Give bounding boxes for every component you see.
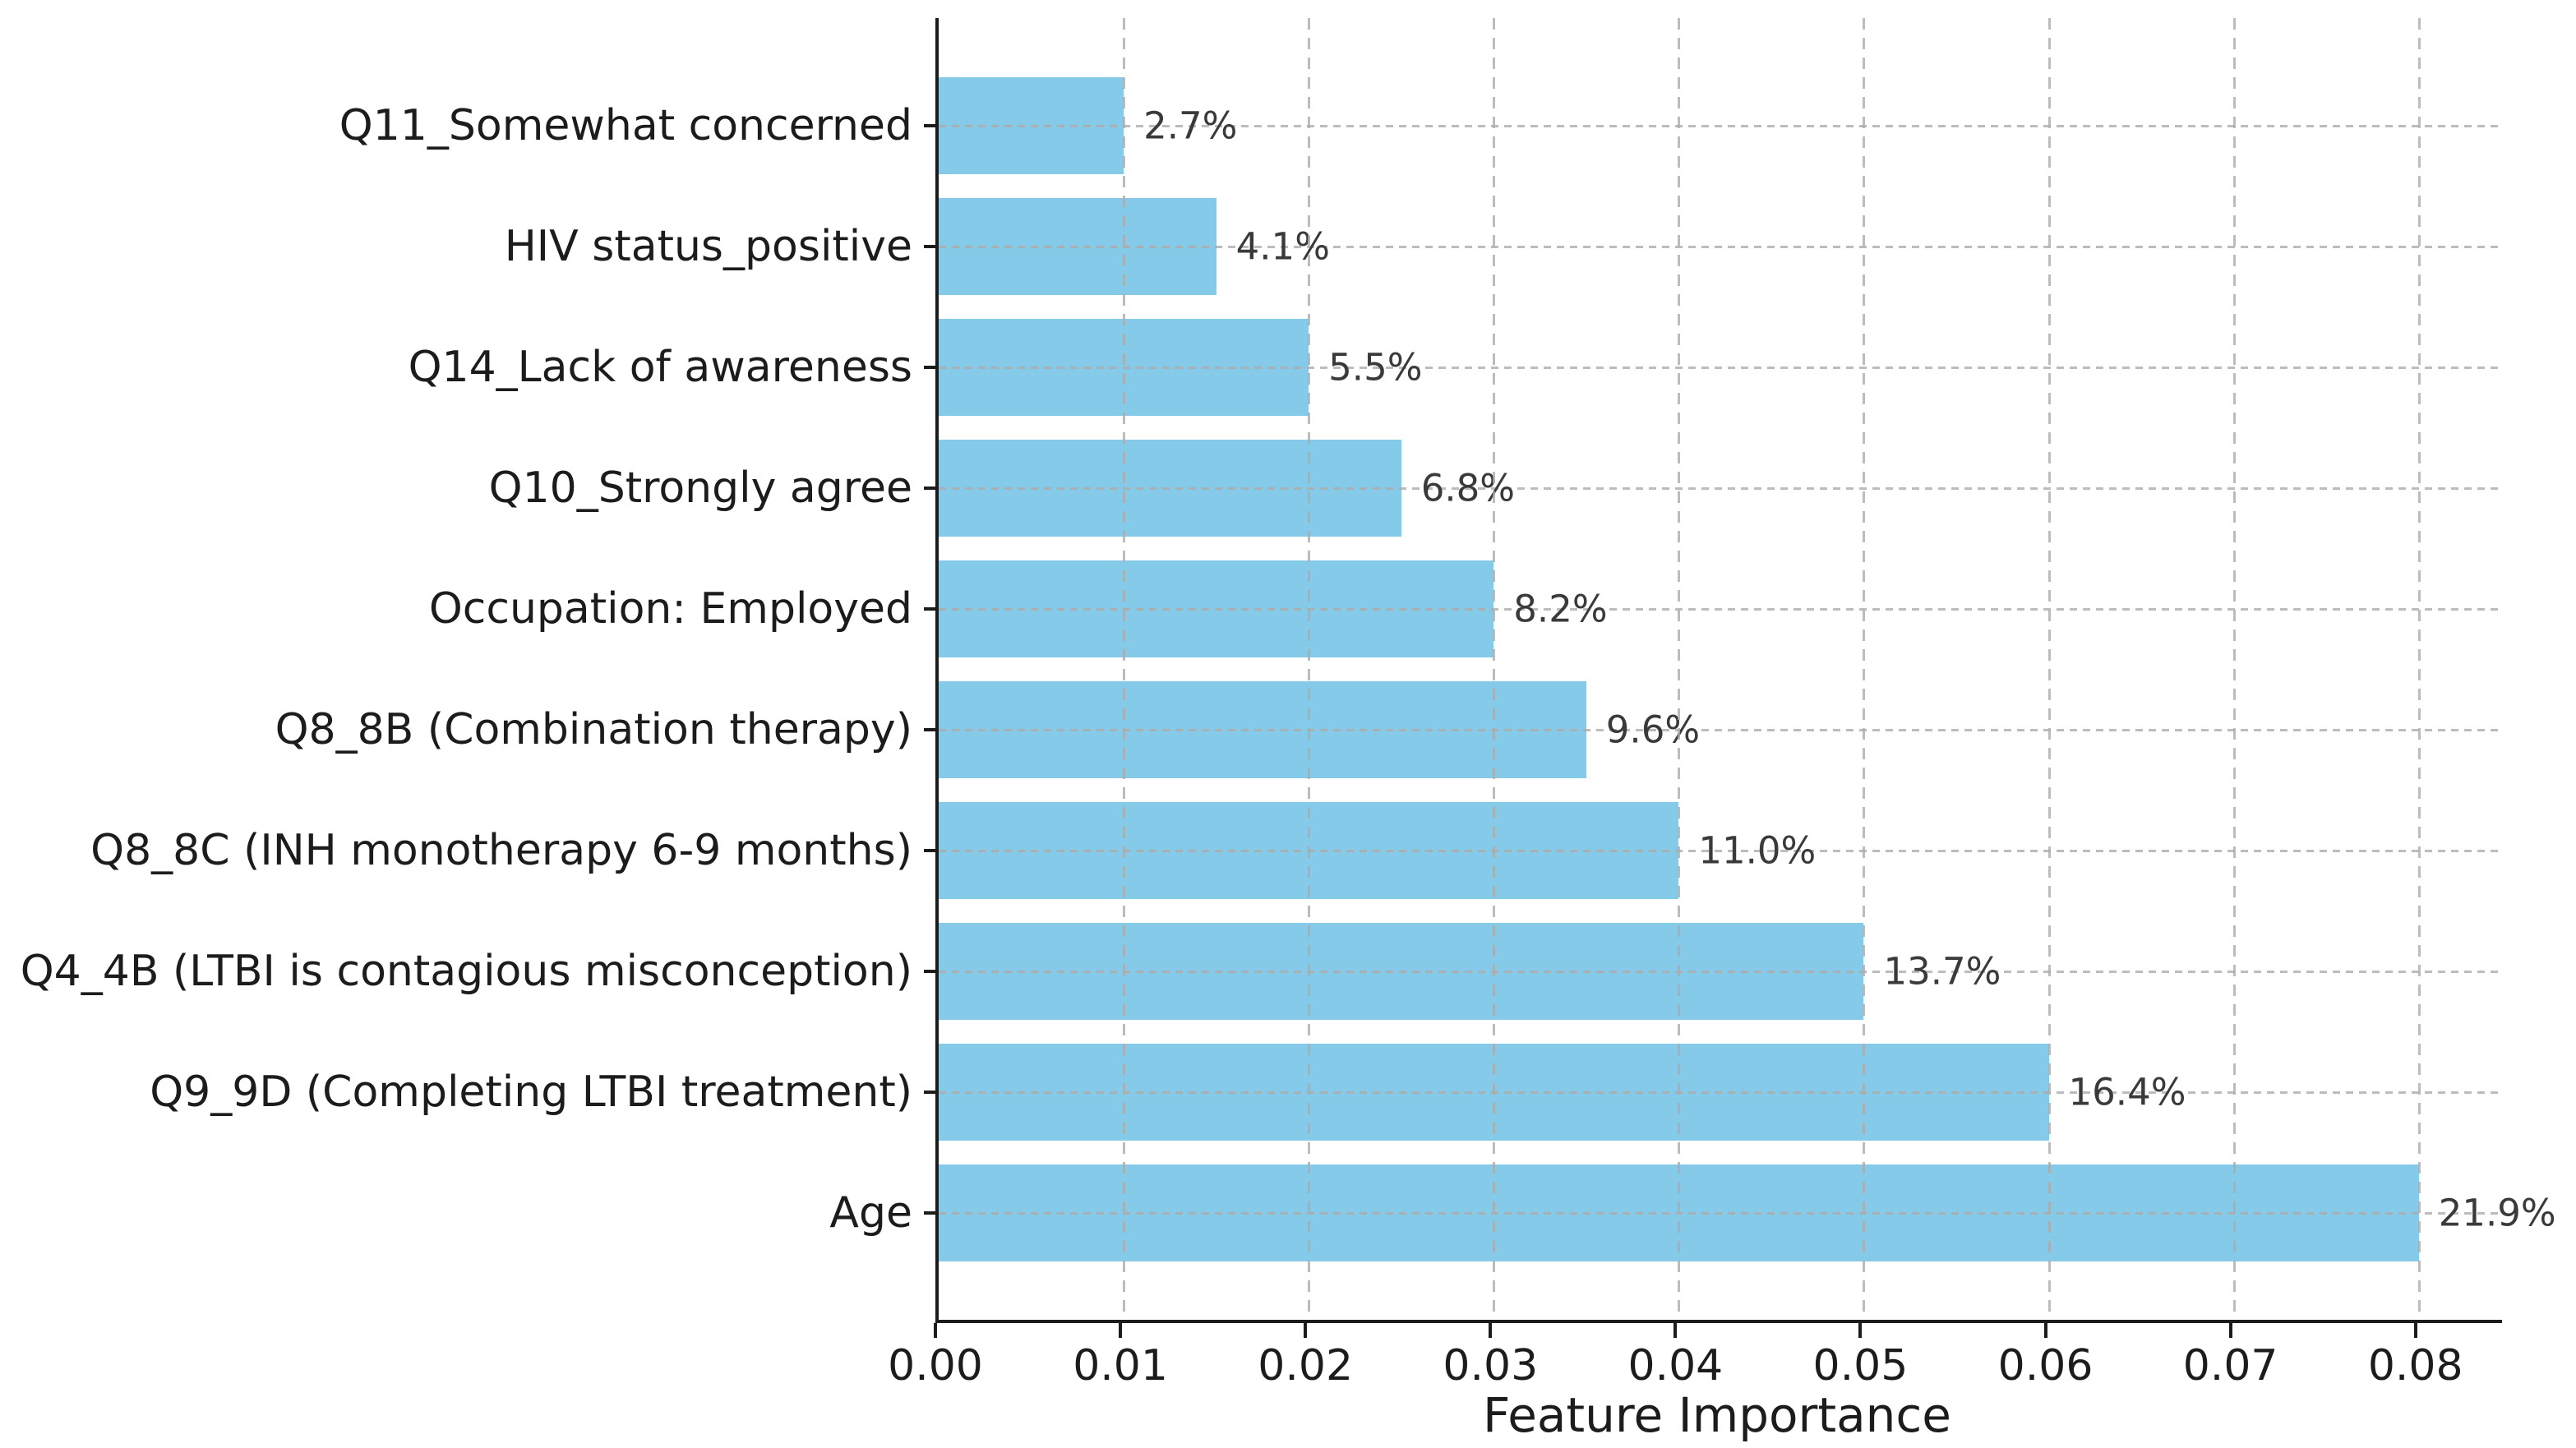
plot-area: Q11_Somewhat concerned 2.7% HIV status_pos…	[21, 18, 2556, 1323]
x-axis-title: Feature Importance	[1483, 1387, 1951, 1443]
bar-row: Q4_4B (LTBI is contagious misconception)…	[21, 911, 2502, 1032]
bar-row: Age 21.9%	[829, 1153, 2556, 1274]
category-label: Q9_9D (Completing LTBI treatment)	[150, 1068, 912, 1118]
x-tick-mark	[1489, 1323, 1493, 1338]
bar-row: Q11_Somewhat concerned 2.7%	[339, 65, 2502, 186]
x-tick-mark	[934, 1323, 937, 1338]
bar-row: HIV status_positive 4.1%	[505, 186, 2502, 307]
h-gridline	[939, 1091, 2502, 1095]
x-tick-label: 0.06	[1997, 1341, 2094, 1390]
y-tick-mark	[924, 1211, 939, 1215]
x-tick-label: 0.00	[888, 1341, 983, 1390]
h-gridline	[939, 124, 2502, 127]
x-tick-mark	[2413, 1323, 2417, 1338]
bar-value-label: 11.0%	[1698, 828, 1817, 873]
h-gridline	[939, 487, 2502, 490]
x-tick-mark	[1673, 1323, 1678, 1338]
bar-value-label: 21.9%	[2438, 1191, 2556, 1235]
bar-row: Q8_8B (Combination therapy) 9.6%	[275, 669, 2502, 790]
bar-row: Q10_Strongly agree 6.8%	[489, 427, 2502, 548]
y-tick-mark	[924, 1091, 939, 1095]
x-tick-label: 0.05	[1812, 1341, 1909, 1390]
h-gridline	[939, 366, 2502, 369]
bar-row: Occupation: Employed 8.2%	[429, 548, 2502, 669]
bar-value-label: 4.1%	[1235, 224, 1330, 269]
bars-container: Q11_Somewhat concerned 2.7% HIV status_pos…	[21, 18, 2556, 1320]
y-tick-mark	[924, 728, 939, 732]
y-tick-mark	[924, 123, 939, 127]
h-gridline	[939, 1212, 2502, 1215]
bar-row: Q9_9D (Completing LTBI treatment) 16.4%	[150, 1032, 2502, 1153]
y-tick-mark	[924, 244, 939, 248]
bar-row: Q8_8C (INH monotherapy 6-9 months) 11.0%	[90, 791, 2502, 911]
bar-row: Q14_Lack of awareness 5.5%	[409, 307, 2502, 427]
x-tick-mark	[1304, 1323, 1308, 1338]
category-label: Q8_8B (Combination therapy)	[275, 705, 912, 755]
y-tick-mark	[924, 606, 939, 611]
y-tick-mark	[924, 849, 939, 853]
bar-value-label: 8.2%	[1513, 587, 1608, 631]
x-tick-label: 0.02	[1258, 1341, 1354, 1390]
x-tick-mark	[1858, 1323, 1863, 1338]
y-tick-mark	[924, 365, 939, 369]
bar-value-label: 13.7%	[1883, 949, 2001, 994]
x-tick-label: 0.07	[2182, 1341, 2278, 1390]
bar-value-label: 6.8%	[1420, 466, 1516, 510]
h-gridline	[939, 971, 2502, 974]
bar-value-label: 2.7%	[1143, 104, 1238, 148]
x-axis: 0.00 0.01 0.02 0.03 0.04 0.05 0.06 0.07 0.08	[888, 1323, 2499, 1397]
x-tick-label: 0.03	[1443, 1341, 1539, 1390]
x-tick-mark	[1119, 1323, 1123, 1338]
category-label: Q11_Somewhat concerned	[339, 100, 912, 150]
x-tick-mark	[2043, 1323, 2047, 1338]
category-label: HIV status_positive	[504, 221, 912, 271]
y-tick-mark	[924, 486, 939, 490]
bar-value-label: 9.6%	[1605, 708, 1701, 752]
x-tick-mark	[2228, 1323, 2232, 1338]
category-label: Age	[829, 1188, 912, 1238]
h-gridline	[939, 245, 2502, 248]
category-label: Q4_4B (LTBI is contagious misconception)	[20, 947, 912, 997]
x-tick-label: 0.01	[1073, 1341, 1168, 1390]
category-label: Occupation: Employed	[428, 583, 912, 634]
bar-value-label: 5.5%	[1328, 345, 1423, 390]
h-gridline	[939, 607, 2502, 611]
h-gridline	[939, 729, 2502, 732]
category-label: Q10_Strongly agree	[488, 463, 912, 513]
bar-value-label: 16.4%	[2068, 1070, 2186, 1114]
x-tick-label: 0.08	[2367, 1341, 2463, 1390]
x-tick-label: 0.04	[1627, 1341, 1724, 1390]
category-label: Q14_Lack of awareness	[408, 342, 912, 392]
category-label: Q8_8C (INH monotherapy 6-9 months)	[90, 826, 912, 876]
h-gridline	[939, 850, 2502, 853]
y-tick-mark	[924, 970, 939, 974]
